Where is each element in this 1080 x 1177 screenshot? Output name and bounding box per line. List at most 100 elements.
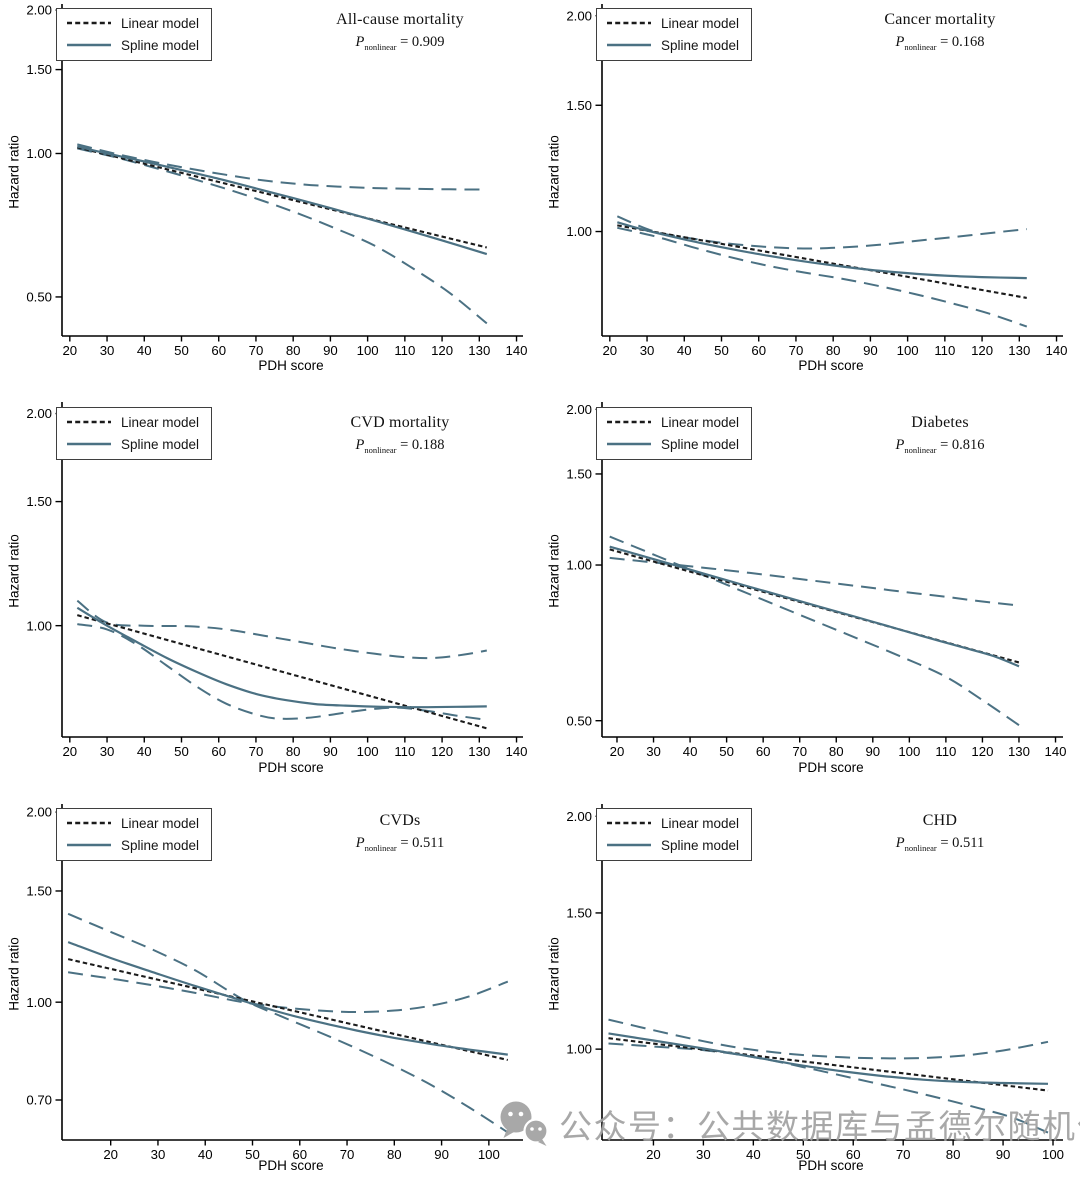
y-axis-label: Hazard ratio <box>6 937 22 1011</box>
x-tick-label: 30 <box>640 343 655 358</box>
x-tick-label: 80 <box>826 343 841 358</box>
x-tick-label: 130 <box>1008 744 1030 759</box>
panel-title: CVD mortality <box>350 414 450 431</box>
panel-title-block: CVD mortality Pnonlinear = 0.188 <box>255 414 545 455</box>
legend-item-linear: Linear model <box>606 412 739 432</box>
p-value: = 0.168 <box>940 34 985 50</box>
legend-label-linear: Linear model <box>661 15 740 31</box>
legend-item-spline: Spline model <box>606 434 739 454</box>
ci-upper-curve <box>67 912 509 1134</box>
panel-title: CHD <box>922 812 958 829</box>
x-tick-label: 120 <box>431 343 453 358</box>
p-value: = 0.816 <box>940 437 985 453</box>
p-symbol: P <box>355 437 365 453</box>
x-tick-label: 90 <box>863 343 878 358</box>
spline-line-swatch <box>607 43 651 47</box>
p-value: = 0.511 <box>940 835 985 851</box>
x-tick-label: 100 <box>897 343 919 358</box>
x-tick-label: 130 <box>468 744 490 759</box>
ci-upper-curve <box>77 143 487 191</box>
y-tick-label: 1.50 <box>26 62 52 77</box>
x-tick-label: 80 <box>286 744 301 759</box>
p-subscript: nonlinear <box>364 41 397 52</box>
x-tick-label: 50 <box>245 1147 260 1162</box>
x-tick-label: 60 <box>211 744 226 759</box>
panel-title: Cancer mortality <box>884 11 996 28</box>
y-tick-label: 1.00 <box>26 146 52 161</box>
legend-label-spline: Spline model <box>661 37 740 53</box>
panel-title-block: CHD Pnonlinear = 0.511 <box>795 812 1080 853</box>
ci-lower-curve <box>609 535 1020 727</box>
linear-curve <box>77 146 488 249</box>
panel-cancer-mortality: 20 30 40 50 60 70 80 90 100 110 120 130 140 1.00 1.50 2… <box>540 0 1080 390</box>
p-symbol: P <box>895 437 905 453</box>
x-tick-label: 130 <box>468 343 490 358</box>
x-tick-label: 60 <box>211 343 226 358</box>
spline-curve <box>77 145 488 256</box>
x-tick-label: 40 <box>746 1147 761 1162</box>
legend: Linear model Spline model <box>596 407 753 460</box>
y-tick-label: 1.00 <box>566 1042 592 1057</box>
panel-cvd-mortality: 20 30 40 50 60 70 80 90 100 110 120 130 140 1.00 1.50 2… <box>0 390 540 790</box>
y-tick-label: 1.50 <box>566 467 592 482</box>
x-tick-label: 30 <box>696 1147 711 1162</box>
legend-label-linear: Linear model <box>661 815 740 831</box>
ci-upper-curve <box>609 556 1020 607</box>
y-tick-label: 1.50 <box>566 98 592 113</box>
y-tick-label: 1.50 <box>566 906 592 921</box>
p-symbol: P <box>895 34 905 50</box>
ci-upper-curve <box>616 215 1027 250</box>
x-tick-label: 90 <box>323 343 338 358</box>
x-tick-label: 100 <box>357 744 379 759</box>
y-axis-label: Hazard ratio <box>546 135 562 209</box>
plot-area: 20 30 40 50 60 70 80 90 100 110 120 130 140 0.50 1.00 1… <box>26 3 527 358</box>
x-tick-label: 50 <box>719 744 734 759</box>
x-tick-label: 100 <box>1042 1147 1064 1162</box>
spline-curve <box>76 606 487 709</box>
p-nonlinear-line: Pnonlinear = 0.511 <box>795 835 1080 853</box>
x-tick-label: 70 <box>896 1147 911 1162</box>
p-subscript: nonlinear <box>904 444 937 455</box>
panel-title: All-cause mortality <box>336 11 464 28</box>
linear-line-swatch <box>67 21 111 25</box>
spline-curve <box>616 221 1027 280</box>
x-tick-label: 40 <box>198 1147 213 1162</box>
plot-area: 20 30 40 50 60 70 80 90 100 1.00 1.50 2.00 <box>566 804 1064 1162</box>
legend-label-linear: Linear model <box>121 414 200 430</box>
y-tick-label: 1.00 <box>566 558 592 573</box>
p-nonlinear-line: Pnonlinear = 0.909 <box>255 34 545 52</box>
x-tick-label: 30 <box>100 744 115 759</box>
x-tick-label: 60 <box>846 1147 861 1162</box>
p-symbol: P <box>895 835 905 851</box>
linear-curve <box>67 958 508 1061</box>
legend-label-linear: Linear model <box>121 15 200 31</box>
x-axis-label: PDH score <box>798 358 864 373</box>
p-symbol: P <box>355 835 365 851</box>
x-tick-label: 90 <box>323 744 338 759</box>
x-tick-label: 30 <box>100 343 115 358</box>
legend-item-spline: Spline model <box>606 35 739 55</box>
legend: Linear model Spline model <box>56 407 213 460</box>
legend-label-linear: Linear model <box>661 414 740 430</box>
x-tick-label: 80 <box>946 1147 961 1162</box>
x-tick-label: 140 <box>1045 744 1067 759</box>
legend-item-spline: Spline model <box>606 835 739 855</box>
x-tick-label: 90 <box>996 1147 1011 1162</box>
plot-area: 20 30 40 50 60 70 80 90 100 110 120 130 140 0.50 1.00 1… <box>566 402 1067 759</box>
y-tick-label: 2.00 <box>26 3 52 18</box>
ci-lower-curve <box>77 623 487 721</box>
x-tick-label: 20 <box>62 343 77 358</box>
legend-item-spline: Spline model <box>66 835 199 855</box>
plot-area: 20 30 40 50 60 70 80 90 100 0.70 1.00 1.50 2.00 <box>26 804 523 1162</box>
x-tick-label: 120 <box>971 744 993 759</box>
x-tick-label: 20 <box>610 744 625 759</box>
panel-title: Diabetes <box>911 414 969 431</box>
panel-all-cause-mortality: 20 30 40 50 60 70 80 90 100 110 120 130 140 0.50 1.00 1… <box>0 0 540 390</box>
x-tick-label: 70 <box>792 744 807 759</box>
y-axis-label: Hazard ratio <box>6 534 22 608</box>
x-tick-label: 90 <box>865 744 880 759</box>
linear-curve <box>617 224 1027 299</box>
x-tick-label: 80 <box>387 1147 402 1162</box>
x-tick-label: 70 <box>789 343 804 358</box>
x-tick-label: 20 <box>103 1147 118 1162</box>
